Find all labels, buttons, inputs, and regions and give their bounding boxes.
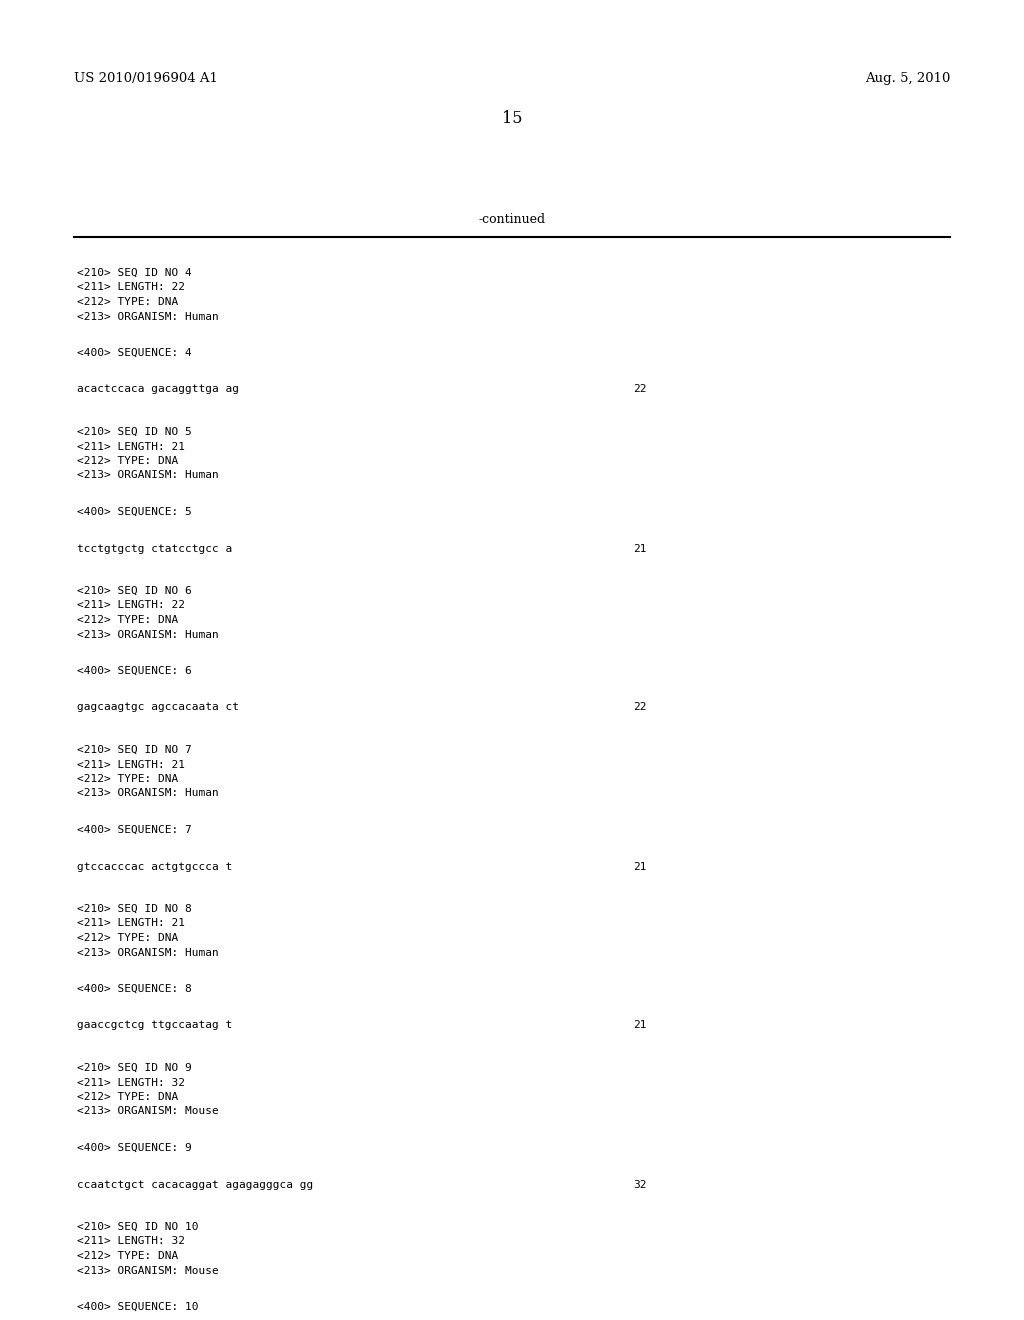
Text: <211> LENGTH: 22: <211> LENGTH: 22 (77, 282, 184, 293)
Text: <210> SEQ ID NO 6: <210> SEQ ID NO 6 (77, 586, 191, 597)
Text: <210> SEQ ID NO 5: <210> SEQ ID NO 5 (77, 426, 191, 437)
Text: <400> SEQUENCE: 8: <400> SEQUENCE: 8 (77, 983, 191, 994)
Text: <400> SEQUENCE: 10: <400> SEQUENCE: 10 (77, 1302, 199, 1312)
Text: 15: 15 (502, 110, 522, 127)
Text: <213> ORGANISM: Mouse: <213> ORGANISM: Mouse (77, 1106, 218, 1117)
Text: <400> SEQUENCE: 4: <400> SEQUENCE: 4 (77, 348, 191, 358)
Text: <211> LENGTH: 21: <211> LENGTH: 21 (77, 759, 184, 770)
Text: <213> ORGANISM: Human: <213> ORGANISM: Human (77, 948, 218, 957)
Text: <400> SEQUENCE: 5: <400> SEQUENCE: 5 (77, 507, 191, 517)
Text: gagcaagtgc agccacaata ct: gagcaagtgc agccacaata ct (77, 702, 239, 713)
Text: <213> ORGANISM: Human: <213> ORGANISM: Human (77, 470, 218, 480)
Text: US 2010/0196904 A1: US 2010/0196904 A1 (74, 73, 218, 84)
Text: <212> TYPE: DNA: <212> TYPE: DNA (77, 774, 178, 784)
Text: 22: 22 (633, 384, 646, 395)
Text: -continued: -continued (478, 213, 546, 226)
Text: <210> SEQ ID NO 9: <210> SEQ ID NO 9 (77, 1063, 191, 1073)
Text: 32: 32 (633, 1180, 646, 1189)
Text: <400> SEQUENCE: 9: <400> SEQUENCE: 9 (77, 1143, 191, 1152)
Text: <213> ORGANISM: Mouse: <213> ORGANISM: Mouse (77, 1266, 218, 1275)
Text: <211> LENGTH: 21: <211> LENGTH: 21 (77, 919, 184, 928)
Text: 22: 22 (633, 702, 646, 713)
Text: <213> ORGANISM: Human: <213> ORGANISM: Human (77, 630, 218, 639)
Text: <212> TYPE: DNA: <212> TYPE: DNA (77, 1251, 178, 1261)
Text: <213> ORGANISM: Human: <213> ORGANISM: Human (77, 312, 218, 322)
Text: Aug. 5, 2010: Aug. 5, 2010 (865, 73, 950, 84)
Text: ccaatctgct cacacaggat agagagggca gg: ccaatctgct cacacaggat agagagggca gg (77, 1180, 313, 1189)
Text: <212> TYPE: DNA: <212> TYPE: DNA (77, 615, 178, 624)
Text: 21: 21 (633, 1020, 646, 1031)
Text: <212> TYPE: DNA: <212> TYPE: DNA (77, 455, 178, 466)
Text: 21: 21 (633, 862, 646, 871)
Text: <211> LENGTH: 32: <211> LENGTH: 32 (77, 1077, 184, 1088)
Text: <211> LENGTH: 21: <211> LENGTH: 21 (77, 441, 184, 451)
Text: <211> LENGTH: 22: <211> LENGTH: 22 (77, 601, 184, 610)
Text: <400> SEQUENCE: 7: <400> SEQUENCE: 7 (77, 825, 191, 836)
Text: <213> ORGANISM: Human: <213> ORGANISM: Human (77, 788, 218, 799)
Text: <211> LENGTH: 32: <211> LENGTH: 32 (77, 1237, 184, 1246)
Text: <212> TYPE: DNA: <212> TYPE: DNA (77, 933, 178, 942)
Text: gaaccgctcg ttgccaatag t: gaaccgctcg ttgccaatag t (77, 1020, 232, 1031)
Text: <212> TYPE: DNA: <212> TYPE: DNA (77, 1092, 178, 1102)
Text: acactccaca gacaggttga ag: acactccaca gacaggttga ag (77, 384, 239, 395)
Text: gtccacccac actgtgccca t: gtccacccac actgtgccca t (77, 862, 232, 871)
Text: <210> SEQ ID NO 8: <210> SEQ ID NO 8 (77, 904, 191, 913)
Text: <210> SEQ ID NO 10: <210> SEQ ID NO 10 (77, 1222, 199, 1232)
Text: <210> SEQ ID NO 4: <210> SEQ ID NO 4 (77, 268, 191, 279)
Text: tcctgtgctg ctatcctgcc a: tcctgtgctg ctatcctgcc a (77, 544, 232, 553)
Text: <400> SEQUENCE: 6: <400> SEQUENCE: 6 (77, 667, 191, 676)
Text: <212> TYPE: DNA: <212> TYPE: DNA (77, 297, 178, 308)
Text: 21: 21 (633, 544, 646, 553)
Text: <210> SEQ ID NO 7: <210> SEQ ID NO 7 (77, 744, 191, 755)
